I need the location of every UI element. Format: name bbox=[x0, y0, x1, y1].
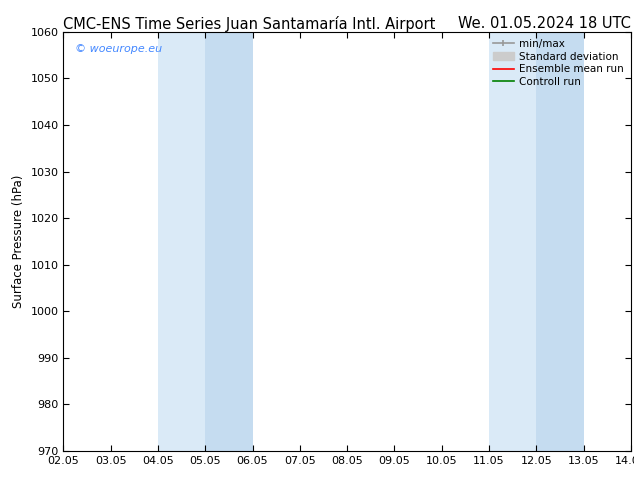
Bar bbox=[158, 32, 205, 451]
Legend: min/max, Standard deviation, Ensemble mean run, Controll run: min/max, Standard deviation, Ensemble me… bbox=[491, 37, 626, 89]
Text: © woeurope.eu: © woeurope.eu bbox=[75, 45, 162, 54]
Text: We. 01.05.2024 18 UTC: We. 01.05.2024 18 UTC bbox=[458, 16, 631, 31]
Y-axis label: Surface Pressure (hPa): Surface Pressure (hPa) bbox=[12, 174, 25, 308]
Bar bbox=[536, 32, 583, 451]
Bar bbox=[489, 32, 536, 451]
Bar bbox=[205, 32, 252, 451]
Text: CMC-ENS Time Series Juan Santamaría Intl. Airport: CMC-ENS Time Series Juan Santamaría Intl… bbox=[63, 16, 436, 32]
